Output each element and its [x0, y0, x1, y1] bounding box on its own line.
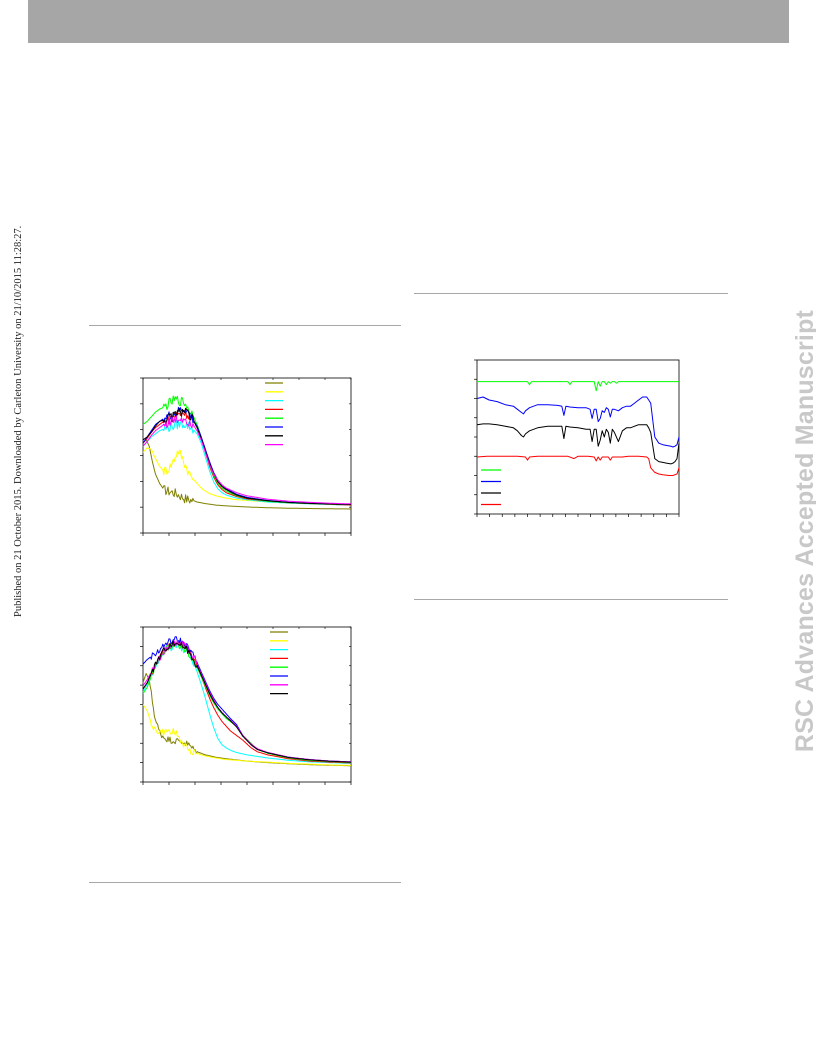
series-line: [142, 640, 352, 763]
series-line: [476, 423, 680, 465]
header-bar: [28, 0, 789, 43]
plot-frame: [476, 359, 680, 515]
divider-rule: [89, 325, 401, 326]
divider-rule: [414, 599, 728, 600]
series-line: [476, 455, 680, 476]
series-line: [477, 381, 679, 392]
divider-rule: [89, 882, 401, 883]
series-line: [142, 704, 351, 766]
series-line: [142, 407, 351, 505]
series-line: [142, 415, 352, 505]
series-line: [476, 396, 680, 448]
divider-rule: [414, 293, 728, 294]
series-line: [142, 439, 351, 510]
